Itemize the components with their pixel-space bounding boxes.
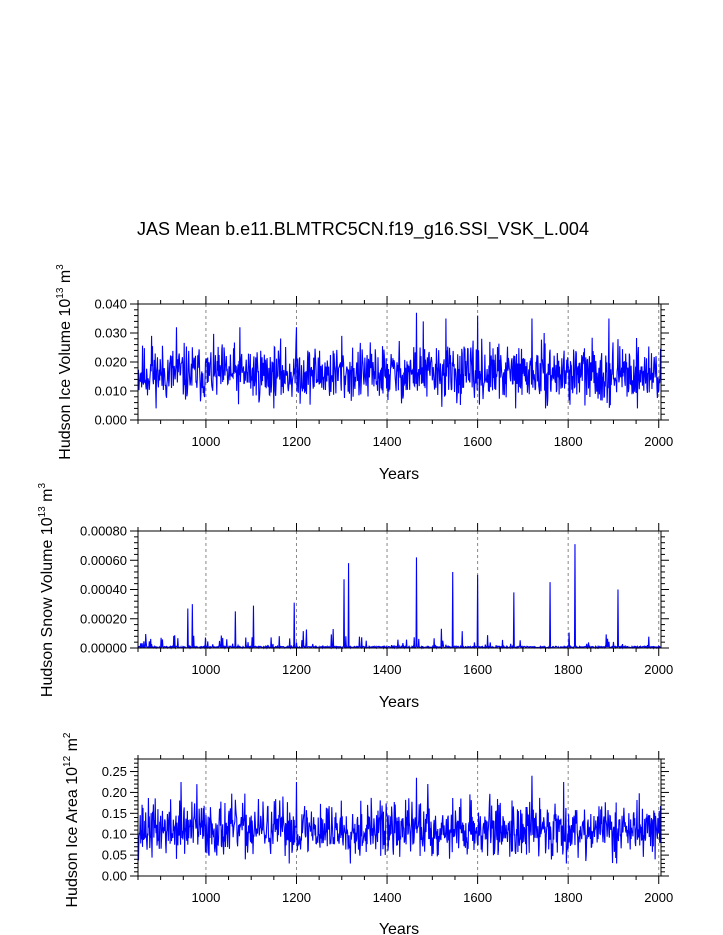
xtick-label-ice-area-2: 1400 [373, 890, 402, 905]
figure-title: JAS Mean b.e11.BLMTRC5CN.f19_g16.SSI_VSK… [137, 219, 589, 240]
ytick-label-snow-volume-1: 0.00020 [80, 611, 127, 626]
xtick-label-ice-area-0: 1000 [191, 890, 220, 905]
ytick-label-snow-volume-0: 0.00000 [80, 641, 127, 656]
ytick-label-ice-volume-2: 0.020 [94, 355, 127, 370]
plot-frame-ice-area [137, 758, 662, 877]
xtick-label-ice-volume-1: 1200 [282, 434, 311, 449]
ytick-label-ice-area-5: 0.25 [102, 764, 127, 779]
panel-snow-volume: Hudson Snow Volume 1013 m3 Years 1000 120… [37, 482, 673, 711]
xtick-label-ice-area-3: 1600 [463, 890, 492, 905]
xtick-label-snow-volume-1: 1200 [282, 662, 311, 677]
xtick-label-ice-area-4: 1800 [554, 890, 583, 905]
series-line-ice-volume [137, 312, 662, 409]
xtick-label-snow-volume-2: 1400 [373, 662, 402, 677]
xlabel-ice-volume: Years [379, 466, 419, 483]
ytick-label-ice-area-1: 0.05 [102, 848, 127, 863]
xtick-label-snow-volume-0: 1000 [191, 662, 220, 677]
ylabel-snow-volume: Hudson Snow Volume 1013 m3 [37, 482, 56, 697]
xlabel-ice-area: Years [379, 921, 419, 935]
ytick-label-ice-area-0: 0.00 [102, 869, 127, 884]
ylabel-ice-area: Hudson Ice Area 1012 m2 [62, 732, 81, 907]
xlabel-snow-volume: Years [379, 694, 419, 711]
xtick-label-ice-volume-2: 1400 [373, 434, 402, 449]
ytick-label-ice-volume-4: 0.040 [94, 297, 127, 312]
ytick-label-snow-volume-3: 0.00060 [80, 553, 127, 568]
ytick-label-ice-area-3: 0.15 [102, 806, 127, 821]
series-line-ice-area [137, 775, 662, 864]
ytick-label-ice-volume-1: 0.010 [94, 384, 127, 399]
panel-ice-volume: Hudson Ice Volume 1013 m3 Years 1000 1200… [55, 264, 673, 483]
xtick-label-ice-volume-3: 1600 [463, 434, 492, 449]
xtick-label-ice-area-1: 1200 [282, 890, 311, 905]
ytick-label-snow-volume-2: 0.00040 [80, 582, 127, 597]
xtick-label-snow-volume-3: 1600 [463, 662, 492, 677]
ytick-label-ice-area-2: 0.10 [102, 827, 127, 842]
ytick-label-ice-volume-0: 0.000 [94, 413, 127, 428]
series-line-snow-volume [137, 544, 662, 650]
xtick-label-snow-volume-4: 1800 [554, 662, 583, 677]
ytick-label-ice-volume-3: 0.030 [94, 326, 127, 341]
ylabel-ice-volume: Hudson Ice Volume 1013 m3 [55, 264, 74, 460]
xtick-label-snow-volume-5: 2000 [644, 662, 673, 677]
xtick-label-ice-volume-4: 1800 [554, 434, 583, 449]
plot-frame-snow-volume [137, 530, 662, 649]
xtick-label-ice-volume-0: 1000 [191, 434, 220, 449]
xtick-label-ice-area-5: 2000 [644, 890, 673, 905]
xtick-label-ice-volume-5: 2000 [644, 434, 673, 449]
ytick-label-ice-area-4: 0.20 [102, 785, 127, 800]
panel-ice-area: Hudson Ice Area 1012 m2 Years 1000 1200 14… [62, 732, 673, 935]
ytick-label-snow-volume-4: 0.00080 [80, 524, 127, 539]
